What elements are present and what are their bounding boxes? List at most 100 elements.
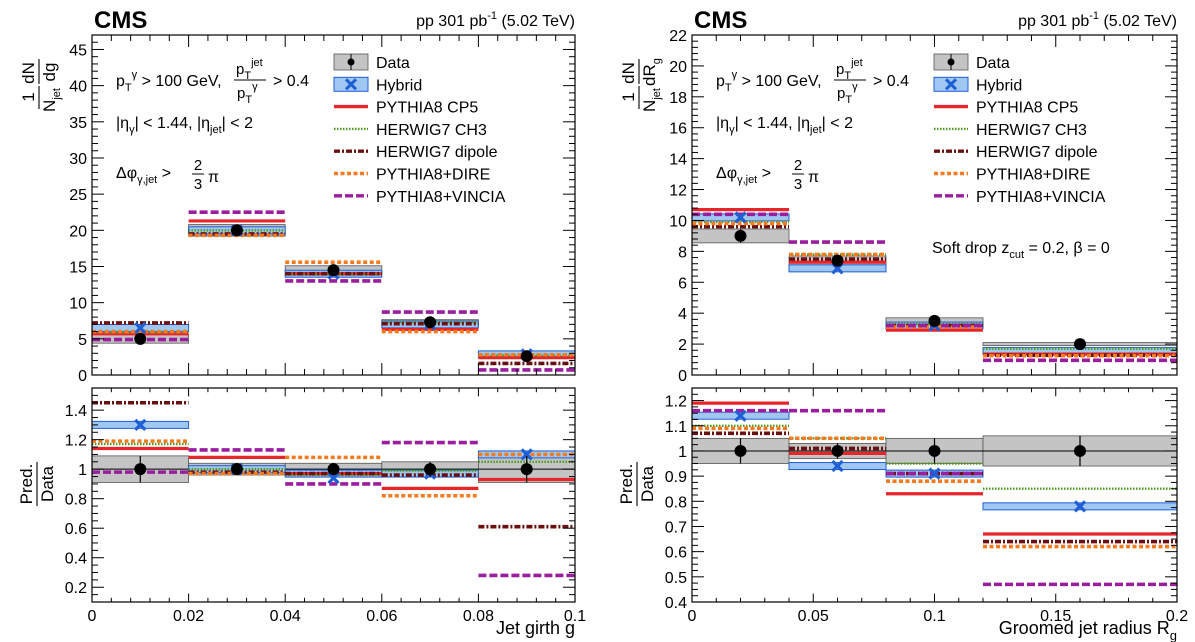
legend-entry: HERWIG7 dipole <box>334 144 498 161</box>
y-axis-label-dx: dRg <box>640 58 663 86</box>
annotation-eta-cut: |ηγ| < 1.44, |ηjet| < 2 <box>716 115 853 136</box>
y-axis-label-dn: dN <box>19 62 38 84</box>
ratio-hybrid-marker <box>1073 500 1087 513</box>
legend-label: PYTHIA8+VINCIA <box>976 189 1106 206</box>
y-tick-label: 4 <box>678 306 687 323</box>
x-tick-label: 0 <box>88 608 97 625</box>
annotation-dphi-den: 3 <box>794 176 802 193</box>
ratio-tick-label: 0.6 <box>665 545 687 562</box>
ratio-tick-label: 0.7 <box>665 519 687 536</box>
panel-right: 0 0.05 0.1 0.15 0.202468101214161820220.40.5… <box>617 7 1188 642</box>
ratio-tick-label: 0.4 <box>665 595 687 612</box>
annotation-dphi-den: 3 <box>194 176 202 193</box>
ratio-frame <box>91 387 576 603</box>
data-point <box>134 332 147 345</box>
x-tick-label: 0.08 <box>463 608 494 625</box>
ratio-tick-label: 1.1 <box>665 419 687 436</box>
x-tick-label: 0.05 <box>798 608 829 625</box>
ratio-data-point <box>520 463 533 476</box>
ratio-tick-label: 0.8 <box>665 494 687 511</box>
ratio-tick-label: 0.4 <box>65 551 87 568</box>
hybrid-cross-stroke <box>831 459 844 473</box>
legend-label: HERWIG7 dipole <box>376 144 498 161</box>
annotation-pt-cut: pTγ > 100 GeV, <box>716 69 822 94</box>
legend-label: PYTHIA8+DIRE <box>376 167 490 184</box>
hybrid-cross-stroke <box>928 467 941 480</box>
legend-swatch-cross <box>344 78 358 91</box>
annotation-dphi: Δφγ,jet > <box>716 165 771 186</box>
ratio-hybrid-marker <box>831 459 844 473</box>
y-tick-label: 10 <box>69 296 87 313</box>
hybrid-cross-stroke <box>734 409 747 422</box>
ratio-tick-label: 0.9 <box>665 469 687 486</box>
ratio-axis-label: Pred. Data <box>617 462 657 506</box>
legend-swatch-point <box>947 58 955 66</box>
annotation-frac-num: pTjet <box>836 57 863 82</box>
panel-left: 0 0.02 0.04 0.06 0.08 0.1 0 5 10 15 20 25 30 35 40 45 0.… <box>17 7 586 638</box>
annotation-eta-cut: |ηγ| < 1.44, |ηjet| < 2 <box>116 115 253 136</box>
legend-entry: HERWIG7 CH3 <box>334 122 487 139</box>
hybrid-cross-stroke <box>134 418 147 432</box>
x-tick-label: 0.06 <box>366 608 397 625</box>
ratio-data-point <box>831 444 844 457</box>
legend-entry: Data <box>333 53 410 72</box>
x-tick-label: 0.1 <box>564 608 586 625</box>
ratio-hybrid-marker <box>327 471 340 485</box>
legend-entry: PYTHIA8 CP5 <box>934 100 1078 117</box>
legend-entry: HERWIG7 dipole <box>934 144 1098 161</box>
cms-label: CMS <box>94 7 147 34</box>
data-point <box>230 224 243 237</box>
ratio-data-point <box>230 463 243 476</box>
annotation-dphi-pi: π <box>808 169 819 186</box>
y-tick-label: 22 <box>669 28 687 45</box>
legend-label: PYTHIA8+VINCIA <box>376 189 506 206</box>
hybrid-cross-stroke <box>1073 500 1087 513</box>
cms-label: CMS <box>694 7 747 34</box>
legend-label: PYTHIA8+DIRE <box>976 167 1090 184</box>
annotation-pt-cut: pTγ > 100 GeV, <box>116 69 222 94</box>
y-tick-label: 30 <box>69 151 87 168</box>
ratio-hybrid-marker <box>928 467 941 480</box>
annotation-dphi-num: 2 <box>194 157 202 174</box>
ratio-tick-label: 1.4 <box>65 403 87 420</box>
ratio-tick-label: 1 <box>678 444 687 461</box>
ratio-tick-label: 0.5 <box>665 570 687 587</box>
hybrid-marker <box>734 211 747 224</box>
annotation-dphi: Δφγ,jet > <box>116 165 171 186</box>
data-point <box>424 316 437 329</box>
hybrid-cross-stroke <box>134 321 147 335</box>
ratio-tick-label: 1.2 <box>65 433 87 450</box>
x-tick-label: 0 <box>688 608 697 625</box>
legend-entry: PYTHIA8+DIRE <box>934 167 1090 184</box>
ratio-data-point <box>1074 444 1086 457</box>
y-axis-label-dn: dN <box>619 62 638 84</box>
legend-label: Data <box>976 55 1010 72</box>
annotation-dphi-num: 2 <box>794 157 802 174</box>
legend-swatch-point <box>347 58 355 66</box>
x-tick-label: 0.2 <box>1166 608 1188 625</box>
y-tick-label: 45 <box>69 42 87 59</box>
y-tick-label: 18 <box>669 90 687 107</box>
y-axis-label-dx: dg <box>40 63 59 82</box>
top-frame <box>91 34 576 376</box>
y-tick-label: 8 <box>678 244 687 261</box>
legend-entry: PYTHIA8+DIRE <box>334 167 490 184</box>
y-tick-label: 2 <box>678 337 687 354</box>
legend-entry: Data <box>933 53 1010 72</box>
lumi-label: pp 301 pb-1 (5.02 TeV) <box>1018 10 1177 30</box>
y-axis-label-one: 1 <box>19 92 38 101</box>
ratio-hybrid-marker <box>134 418 147 432</box>
annotation-frac-den: pTγ <box>837 81 858 106</box>
y-tick-label: 0 <box>78 368 87 385</box>
y-tick-label: 10 <box>669 213 687 230</box>
y-tick-label: 5 <box>78 332 87 349</box>
x-tick-label: 0.15 <box>1040 608 1071 625</box>
ratio-tick-label: 1.2 <box>665 394 687 411</box>
ratio-axis-label-data: Data <box>638 466 657 502</box>
legend-swatch-cross <box>944 78 958 91</box>
legend-label: Hybrid <box>376 77 422 94</box>
y-axis-label-njet: Njet <box>40 88 63 112</box>
